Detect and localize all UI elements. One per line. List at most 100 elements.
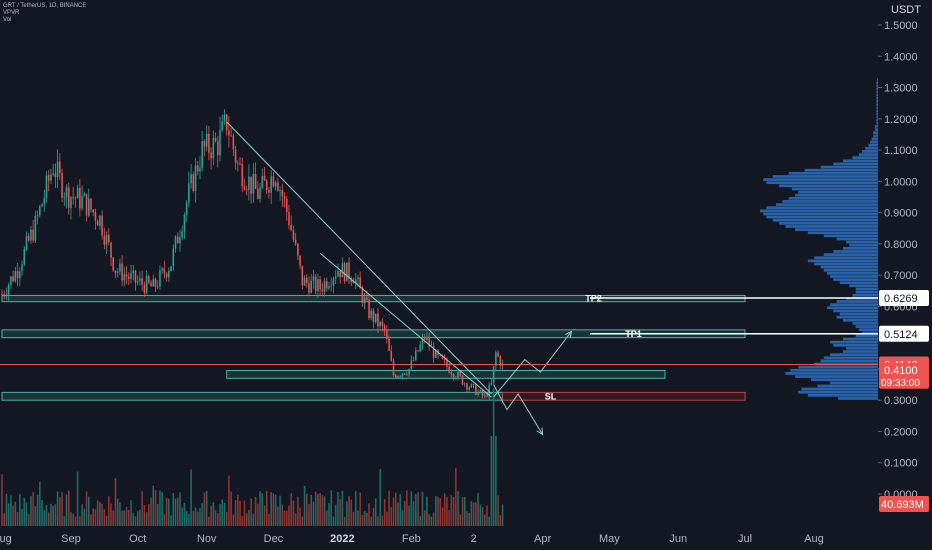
volume-bar (452, 497, 455, 526)
volume-bar (223, 503, 226, 526)
level-label: 0.5124 (884, 329, 918, 341)
volume-bar (248, 510, 250, 526)
candle-body (285, 198, 288, 212)
candle-body (56, 161, 59, 178)
volume-bar (192, 510, 195, 526)
indicator-vpvr[interactable]: VPVR (3, 10, 20, 16)
profile-bar (772, 218, 878, 222)
volume-bar (99, 502, 101, 526)
volume-bar (168, 498, 170, 526)
volume-bar (392, 497, 395, 526)
volume-bar (294, 513, 297, 526)
candle-body (208, 133, 210, 153)
volume-bar (52, 505, 54, 526)
x-tick-label: 2022 (330, 533, 354, 545)
volume-bar (279, 495, 281, 526)
zone-box (502, 391, 746, 401)
last-price-badge (879, 362, 929, 389)
zone-box (226, 369, 666, 379)
candle-body (112, 257, 115, 271)
volume-bar (448, 509, 450, 526)
profile-bar (830, 275, 878, 278)
profile-bar (826, 272, 878, 275)
candle-body (92, 209, 94, 213)
candle-body (423, 338, 426, 340)
candle-body (130, 273, 132, 279)
candle-body (370, 310, 373, 318)
volume-bar (174, 498, 177, 526)
x-tick-label: Sep (61, 533, 81, 545)
profile-bar (836, 315, 878, 319)
indicator-vol[interactable]: Vol (3, 17, 12, 23)
candle-body (352, 281, 355, 284)
candle-body (403, 373, 406, 375)
volume-bar (14, 501, 17, 526)
volume-bar (1, 474, 3, 526)
candle-body (277, 182, 279, 191)
profile-bar (846, 240, 878, 244)
projection-down-arrow-head (536, 427, 544, 436)
profile-bar (873, 134, 878, 138)
level-label: 0.6269 (884, 293, 918, 305)
profile-bar (807, 259, 878, 263)
volume-bar (221, 499, 224, 526)
volume-bar (16, 512, 19, 526)
profile-bar (846, 347, 878, 350)
candle-body (261, 176, 264, 188)
profile-bar (830, 381, 878, 385)
volume-bar (483, 514, 486, 526)
volume-bar (401, 510, 404, 526)
volume-bar (423, 510, 426, 526)
profile-bar (823, 268, 878, 272)
candle-body (281, 189, 284, 197)
volume-bar (243, 500, 246, 526)
volume-bar (70, 512, 72, 526)
volume-bar (466, 511, 468, 526)
profile-bar (826, 306, 878, 310)
candle-body (466, 383, 468, 390)
candle-body (272, 176, 275, 187)
candle-body (397, 376, 399, 379)
profile-bar (791, 187, 878, 191)
volume-bar (377, 516, 379, 526)
volume-bar (281, 504, 284, 526)
volume-bar (495, 436, 497, 526)
projection-up-arrow-head (565, 330, 573, 339)
candle-body (183, 214, 186, 232)
volume-bar (308, 504, 310, 526)
profile-bar (807, 231, 878, 235)
volume-bar (194, 507, 197, 526)
candle-body (43, 197, 46, 205)
volume-bar (477, 492, 479, 526)
candle-body (159, 270, 161, 287)
candle-body (363, 297, 366, 304)
profile-bar (874, 125, 878, 128)
candle-body (288, 211, 290, 225)
profile-bar (852, 293, 878, 297)
candle-body (190, 174, 192, 184)
volume-bar (148, 504, 150, 526)
volume-bar (203, 492, 206, 526)
candle-body (321, 289, 324, 292)
volume-bar (145, 512, 148, 526)
volume-bar (354, 490, 357, 526)
profile-bar (766, 206, 878, 210)
volume-bar (34, 506, 37, 526)
volume-bar (475, 502, 477, 526)
volume-bar (41, 500, 43, 526)
symbol-title[interactable]: GRT / TetherUS, 1D, BINANCE (3, 3, 87, 9)
candle-body (72, 197, 74, 199)
volume-bar (323, 496, 326, 526)
volume-bar (63, 516, 66, 526)
candle-body (348, 262, 350, 279)
candle-body (99, 215, 101, 226)
candle-body (450, 372, 453, 375)
candle-body (114, 270, 117, 273)
volume-bar (112, 510, 115, 526)
profile-bar (876, 121, 878, 125)
volume-bar (406, 490, 408, 526)
y-tick-label: 0.1000 (884, 458, 918, 470)
candle-body (274, 182, 277, 187)
